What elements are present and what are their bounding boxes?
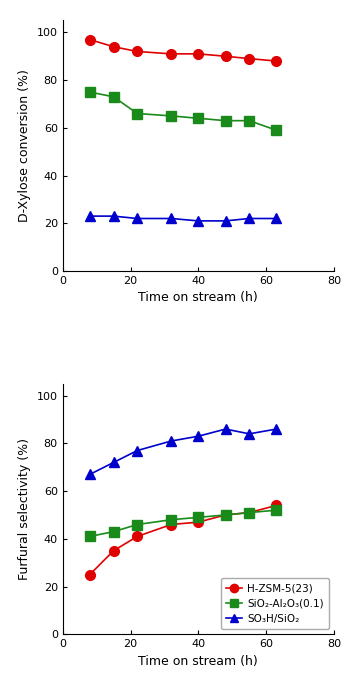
Y-axis label: Furfural selectivity (%): Furfural selectivity (%)	[18, 438, 31, 580]
X-axis label: Time on stream (h): Time on stream (h)	[139, 655, 258, 668]
Y-axis label: D-Xylose conversion (%): D-Xylose conversion (%)	[18, 70, 31, 222]
Legend: H-ZSM-5(23), SiO₂-Al₂O₃(0.1), SO₃H/SiO₂: H-ZSM-5(23), SiO₂-Al₂O₃(0.1), SO₃H/SiO₂	[221, 578, 329, 629]
X-axis label: Time on stream (h): Time on stream (h)	[139, 291, 258, 304]
